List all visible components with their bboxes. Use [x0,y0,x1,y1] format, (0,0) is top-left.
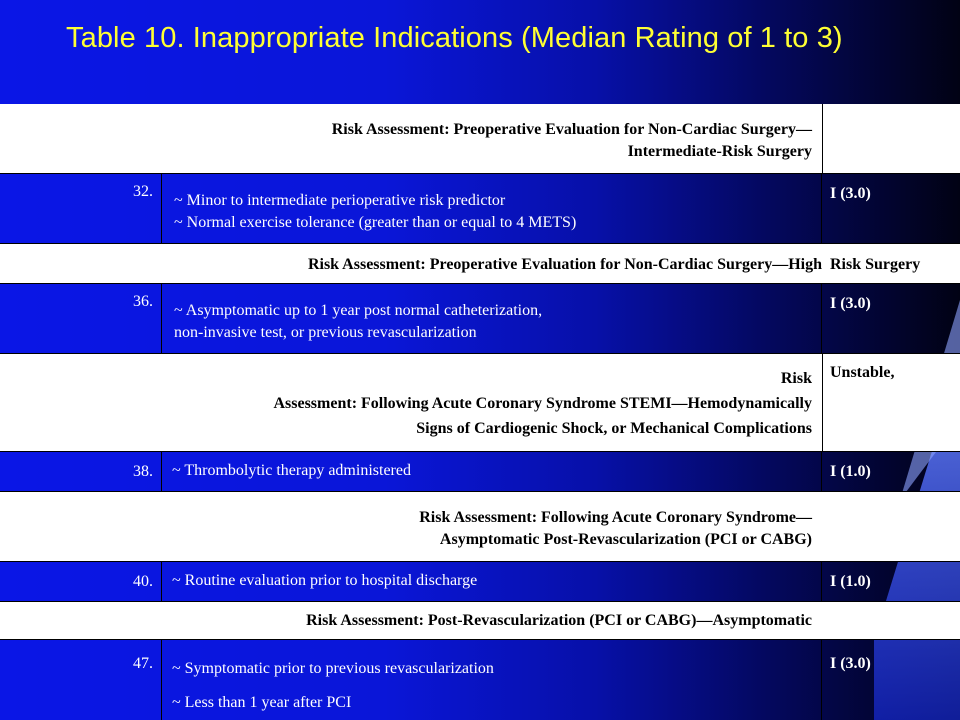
indication-line: non-invasive test, or previous revascula… [174,324,477,341]
indication-line: ~ Asymptomatic up to 1 year post normal … [174,302,543,319]
section-header-row [0,602,960,640]
section-header-line: Risk [780,370,812,387]
rating-value: I (1.0) [830,573,871,590]
indication-line: ~ Symptomatic prior to previous revascul… [172,660,494,677]
section-header-text: Risk Assessment: Following Acute Coronar… [0,366,812,441]
rating-value: I (3.0) [830,185,871,202]
indication-number: 38. [0,452,162,492]
page-title: Table 10. Inappropriate Indications (Med… [66,22,843,54]
indication-description: ~ Asymptomatic up to 1 year post normal … [162,284,822,354]
table-row [0,562,960,602]
indication-description: ~ Routine evaluation prior to hospital d… [162,562,822,602]
section-header-line: Risk Assessment: Preoperative Evaluation… [307,256,822,273]
indication-number: 32. [0,174,162,244]
section-header-line: Risk Assessment: Following Acute Coronar… [419,509,812,526]
indication-line: ~ Thrombolytic therapy administered [172,462,411,479]
table-row [0,452,960,492]
section-header-line: Risk Assessment: Preoperative Evaluation… [331,121,812,138]
section-header-row [0,244,960,284]
indication-line: ~ Routine evaluation prior to hospital d… [172,572,478,589]
section-header-text: Risk Assessment: Preoperative Evaluation… [0,254,822,276]
indication-description: ~ Symptomatic prior to previous revascul… [162,640,822,720]
section-header-row [0,492,960,562]
section-header-row [0,104,960,174]
section-header-line: Signs of Cardiogenic Shock, or Mechanica… [416,420,812,437]
indication-description: ~ Minor to intermediate perioperative ri… [162,174,822,244]
indication-line: ~ Less than 1 year after PCI [172,694,352,711]
indication-line: ~ Minor to intermediate perioperative ri… [174,192,506,209]
section-header-line: Risk Assessment: Post-Revascularization … [306,612,812,629]
section-header-line: Assessment: Following Acute Coronary Syn… [273,395,812,412]
indication-description: ~ Thrombolytic therapy administered [162,452,822,492]
section-header-line: Intermediate-Risk Surgery [627,143,812,160]
indication-number: 36. [0,284,162,354]
header-side-text: Unstable, [830,364,895,381]
section-header-text: Risk Assessment: Preoperative Evaluation… [0,119,812,163]
table-row [0,284,960,354]
rating-value: I (1.0) [830,463,871,480]
section-header-text: Risk Assessment: Following Acute Coronar… [0,507,812,551]
rating-value: I (3.0) [830,295,871,312]
section-header-text: Risk Assessment: Post-Revascularization … [0,610,812,632]
rating-value: I (3.0) [830,655,871,672]
section-header-row [0,354,960,452]
indication-number: 47. [0,640,162,720]
section-header-line: Asymptomatic Post-Revascularization (PCI… [439,531,812,548]
indication-number: 40. [0,562,162,602]
header-side-text: Risk Surgery [830,256,921,273]
table-row [0,174,960,244]
header-side-cell [822,354,960,452]
indication-line: ~ Normal exercise tolerance (greater tha… [174,214,577,231]
header-side-cell [822,104,960,174]
